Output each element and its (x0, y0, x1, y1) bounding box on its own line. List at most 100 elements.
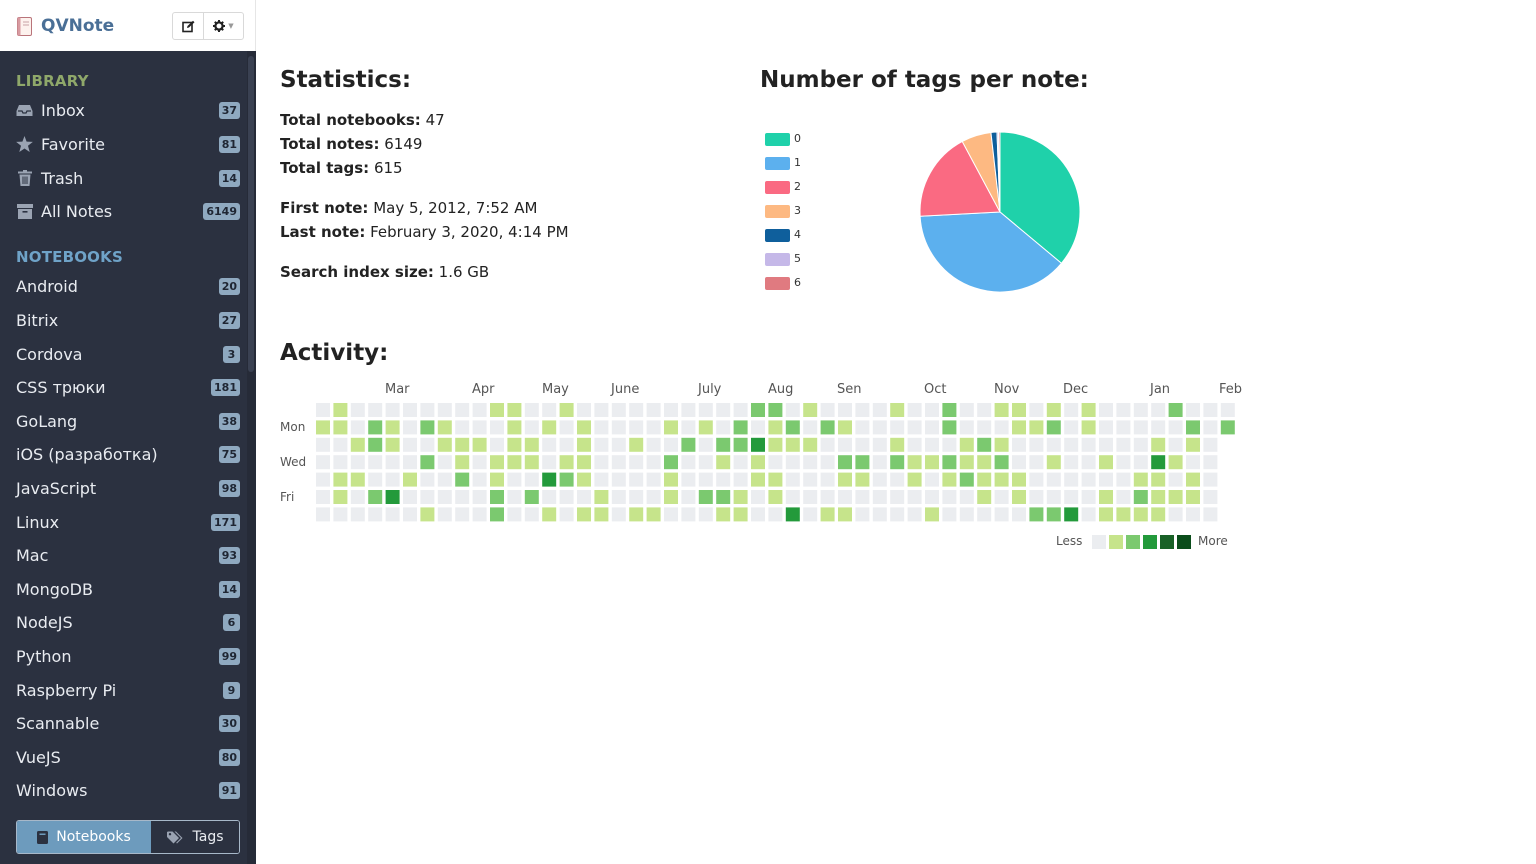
activity-cell[interactable] (594, 455, 609, 470)
activity-cell[interactable] (420, 420, 435, 435)
activity-cell[interactable] (1116, 507, 1131, 522)
new-note-button[interactable] (173, 13, 204, 39)
activity-cell[interactable] (316, 437, 330, 452)
activity-cell[interactable] (316, 420, 330, 435)
activity-cell[interactable] (855, 507, 870, 522)
sidebar-item-favorite[interactable]: Favorite 81 (0, 129, 247, 159)
activity-cell[interactable] (959, 420, 974, 435)
activity-cell[interactable] (507, 403, 522, 417)
activity-cell[interactable] (751, 507, 765, 522)
activity-cell[interactable] (437, 437, 452, 452)
activity-cell[interactable] (368, 490, 383, 504)
activity-cell[interactable] (1186, 472, 1200, 487)
activity-cell[interactable] (1133, 507, 1148, 522)
activity-cell[interactable] (559, 420, 574, 435)
tags-tab-button[interactable]: Tags (151, 821, 239, 853)
activity-cell[interactable] (890, 455, 905, 470)
activity-cell[interactable] (368, 455, 383, 470)
activity-cell[interactable] (437, 507, 452, 522)
activity-cell[interactable] (994, 455, 1009, 470)
activity-cell[interactable] (1168, 507, 1183, 522)
activity-cell[interactable] (1029, 437, 1044, 452)
activity-cell[interactable] (925, 472, 939, 487)
activity-cell[interactable] (803, 490, 818, 504)
activity-cell[interactable] (855, 490, 870, 504)
activity-cell[interactable] (472, 455, 487, 470)
pie-slice-6[interactable] (997, 131, 1001, 213)
activity-cell[interactable] (437, 490, 452, 504)
activity-cell[interactable] (1029, 403, 1044, 417)
sidebar-item-notebook[interactable]: JavaScript 98 (0, 473, 247, 503)
activity-cell[interactable] (838, 472, 852, 487)
activity-cell[interactable] (768, 490, 783, 504)
activity-cell[interactable] (1081, 403, 1096, 417)
activity-cell[interactable] (733, 403, 748, 417)
activity-cell[interactable] (803, 455, 818, 470)
activity-cell[interactable] (907, 490, 922, 504)
activity-cell[interactable] (629, 420, 644, 435)
activity-cell[interactable] (838, 507, 852, 522)
activity-cell[interactable] (611, 472, 626, 487)
activity-cell[interactable] (751, 403, 765, 417)
activity-cell[interactable] (542, 420, 557, 435)
activity-cell[interactable] (751, 437, 765, 452)
activity-cell[interactable] (890, 420, 905, 435)
activity-cell[interactable] (1046, 455, 1061, 470)
activity-cell[interactable] (977, 472, 992, 487)
activity-cell[interactable] (472, 420, 487, 435)
activity-cell[interactable] (333, 472, 348, 487)
activity-cell[interactable] (559, 437, 574, 452)
activity-cell[interactable] (820, 420, 835, 435)
activity-cell[interactable] (559, 490, 574, 504)
activity-cell[interactable] (455, 420, 470, 435)
activity-cell[interactable] (994, 490, 1009, 504)
activity-cell[interactable] (664, 437, 678, 452)
activity-cell[interactable] (333, 507, 348, 522)
activity-cell[interactable] (594, 403, 609, 417)
activity-cell[interactable] (1099, 472, 1113, 487)
activity-cell[interactable] (1133, 472, 1148, 487)
activity-cell[interactable] (890, 403, 905, 417)
activity-cell[interactable] (385, 437, 400, 452)
activity-cell[interactable] (698, 437, 713, 452)
legend-item[interactable]: 1 (765, 155, 825, 171)
activity-cell[interactable] (820, 403, 835, 417)
activity-cell[interactable] (855, 455, 870, 470)
sidebar-item-notebook[interactable]: Mac 93 (0, 540, 247, 570)
activity-cell[interactable] (890, 437, 905, 452)
activity-cell[interactable] (994, 403, 1009, 417)
activity-cell[interactable] (524, 472, 539, 487)
activity-cell[interactable] (838, 403, 852, 417)
activity-cell[interactable] (1186, 507, 1200, 522)
activity-cell[interactable] (872, 507, 887, 522)
activity-cell[interactable] (524, 507, 539, 522)
activity-cell[interactable] (350, 507, 365, 522)
activity-cell[interactable] (803, 507, 818, 522)
activity-cell[interactable] (455, 437, 470, 452)
activity-cell[interactable] (994, 507, 1009, 522)
activity-cell[interactable] (611, 403, 626, 417)
sidebar-item-notebook[interactable]: MongoDB 14 (0, 574, 247, 604)
activity-cell[interactable] (368, 472, 383, 487)
activity-cell[interactable] (403, 455, 417, 470)
activity-cell[interactable] (403, 420, 417, 435)
activity-cell[interactable] (959, 490, 974, 504)
activity-cell[interactable] (559, 507, 574, 522)
activity-cell[interactable] (681, 490, 696, 504)
activity-cell[interactable] (838, 420, 852, 435)
activity-cell[interactable] (872, 403, 887, 417)
activity-cell[interactable] (559, 472, 574, 487)
activity-cell[interactable] (542, 490, 557, 504)
legend-item[interactable]: 3 (765, 203, 825, 219)
activity-cell[interactable] (1133, 455, 1148, 470)
activity-cell[interactable] (1064, 403, 1079, 417)
activity-cell[interactable] (455, 490, 470, 504)
activity-cell[interactable] (577, 472, 591, 487)
activity-cell[interactable] (1046, 437, 1061, 452)
activity-cell[interactable] (420, 507, 435, 522)
activity-cell[interactable] (838, 490, 852, 504)
activity-cell[interactable] (907, 472, 922, 487)
activity-cell[interactable] (385, 455, 400, 470)
activity-cell[interactable] (942, 472, 957, 487)
activity-cell[interactable] (403, 437, 417, 452)
